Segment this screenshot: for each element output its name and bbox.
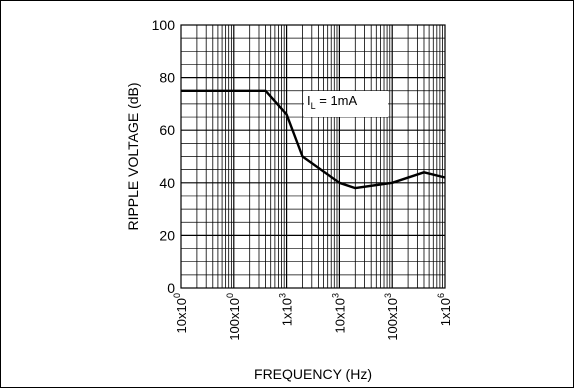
- x-tick-base: 1x10: [280, 298, 295, 326]
- x-tick-base: 100x10: [227, 298, 242, 341]
- x-tick-exponent: 0: [172, 293, 182, 298]
- x-axis-label: FREQUENCY (Hz): [254, 366, 372, 382]
- x-tick-exponent: 3: [383, 293, 393, 298]
- annotation-rest: = 1mA: [316, 93, 358, 108]
- plot-border: [180, 24, 446, 289]
- x-tick-label: 100x100: [225, 293, 242, 341]
- x-tick-label: 10x103: [330, 293, 347, 333]
- y-tick-label: 0: [167, 280, 175, 296]
- x-tick-base: 10x10: [332, 298, 347, 333]
- y-tick-label: 80: [159, 70, 175, 86]
- x-tick-label: 1x103: [278, 293, 295, 326]
- annotation-main: I: [307, 93, 311, 108]
- annotation-sub: L: [311, 101, 316, 111]
- x-tick-exponent: 3: [278, 293, 288, 298]
- x-tick-base: 100x10: [385, 298, 400, 341]
- x-tick-base: 10x10: [174, 298, 189, 333]
- major-gridlines: [181, 25, 445, 288]
- y-axis-ticks: 0 20 40 60 80 100: [152, 17, 176, 296]
- series-points: [180, 90, 446, 189]
- x-tick-exponent: 6: [436, 293, 446, 298]
- minor-gridlines: [181, 25, 445, 288]
- y-tick-label: 60: [159, 122, 175, 138]
- x-tick-exponent: 0: [225, 293, 235, 298]
- x-tick-base: 1x10: [438, 298, 453, 326]
- x-tick-label: 10x100: [172, 293, 189, 333]
- x-tick-label: 100x103: [383, 293, 400, 341]
- annotation-background: [304, 91, 388, 117]
- y-tick-label: 100: [152, 17, 176, 33]
- y-tick-label: 20: [159, 227, 175, 243]
- y-axis-label: RIPPLE VOLTAGE (dB): [125, 82, 141, 230]
- y-tick-label: 40: [159, 175, 175, 191]
- x-tick-label: 1x106: [436, 293, 453, 326]
- annotation-label: IL = 1mA: [307, 93, 358, 111]
- x-tick-exponent: 3: [330, 293, 340, 298]
